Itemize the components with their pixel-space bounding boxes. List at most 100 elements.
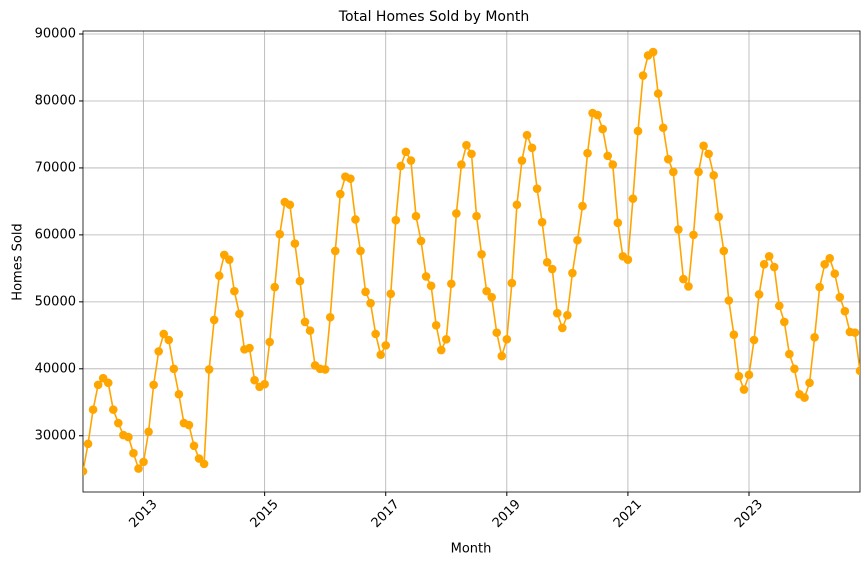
data-point (330, 246, 340, 256)
data-point (290, 239, 300, 248)
data-point (578, 201, 587, 211)
data-point (214, 271, 224, 281)
data-point (699, 141, 708, 151)
data-point (386, 289, 396, 299)
data-point (714, 212, 724, 222)
data-point (83, 466, 88, 476)
data-point (532, 184, 542, 193)
data-point (209, 315, 219, 325)
data-point (129, 448, 138, 458)
data-point (230, 286, 239, 296)
data-point (391, 215, 401, 225)
data-point (376, 350, 385, 360)
data-point (83, 439, 93, 449)
data-point (558, 323, 567, 333)
data-point (457, 160, 466, 169)
data-point (325, 312, 335, 322)
data-point (295, 276, 305, 286)
data-point (346, 174, 355, 183)
data-point (320, 365, 330, 374)
plot-frame (82, 30, 861, 493)
data-point (517, 156, 527, 165)
data-point (780, 317, 789, 327)
data-point (684, 282, 693, 291)
data-point (406, 156, 416, 165)
data-point (774, 301, 784, 311)
data-point (285, 200, 295, 210)
data-point (194, 454, 204, 463)
data-point (356, 246, 365, 256)
data-point (351, 215, 360, 224)
data-point (441, 335, 451, 344)
y-tick-label: 60000 (35, 227, 76, 242)
data-point (754, 290, 764, 299)
data-point (204, 365, 214, 374)
data-point (663, 154, 673, 164)
data-point (674, 225, 683, 234)
data-point (477, 250, 486, 259)
data-point (260, 379, 269, 389)
data-point (537, 217, 547, 227)
data-point (199, 459, 209, 469)
data-point (830, 269, 840, 279)
data-point (593, 110, 602, 120)
data-point (855, 366, 860, 376)
data-point (850, 328, 860, 337)
chart-title: Total Homes Sold by Month (338, 9, 529, 25)
data-point (184, 420, 194, 430)
data-point (522, 130, 532, 140)
data-point (108, 405, 118, 414)
y-axis-label: Homes Sold (11, 223, 26, 300)
data-point (134, 464, 143, 473)
data-point (482, 286, 491, 296)
data-point (840, 306, 850, 316)
data-point (694, 167, 703, 177)
data-point (613, 218, 623, 228)
data-point (744, 370, 754, 380)
data-point (790, 364, 799, 374)
data-point (542, 258, 552, 267)
data-point (336, 189, 345, 199)
data-point (810, 333, 819, 342)
data-point (401, 147, 411, 157)
data-point (769, 262, 779, 272)
data-point (174, 389, 184, 399)
data-point (603, 151, 613, 161)
data-point (658, 123, 668, 133)
data-point (734, 371, 744, 381)
y-tick-label: 90000 (35, 27, 76, 42)
data-point (270, 282, 280, 292)
data-point (759, 260, 769, 269)
data-point (638, 71, 648, 80)
data-point (305, 326, 315, 335)
data-point (805, 378, 814, 388)
data-point (88, 405, 98, 414)
data-point (275, 229, 285, 239)
data-point (623, 255, 633, 264)
y-tick-label: 80000 (35, 93, 76, 108)
data-point (815, 282, 824, 292)
data-point (719, 246, 729, 256)
data-point (502, 335, 512, 344)
data-point (154, 347, 163, 356)
data-point (825, 254, 835, 263)
data-point (139, 457, 148, 467)
data-point (608, 160, 618, 169)
data-point (225, 255, 234, 264)
data-point (416, 236, 426, 246)
data-point (724, 296, 734, 305)
data-point (835, 292, 845, 302)
data-point (573, 235, 582, 245)
data-point (93, 380, 103, 390)
data-point (467, 149, 476, 159)
data-point (371, 329, 380, 339)
data-point (633, 126, 643, 136)
data-point (729, 330, 739, 339)
data-point (512, 200, 522, 210)
data-point (820, 260, 829, 269)
data-point (169, 364, 179, 374)
data-point (679, 274, 688, 284)
data-point (149, 380, 158, 390)
data-point (426, 281, 436, 291)
